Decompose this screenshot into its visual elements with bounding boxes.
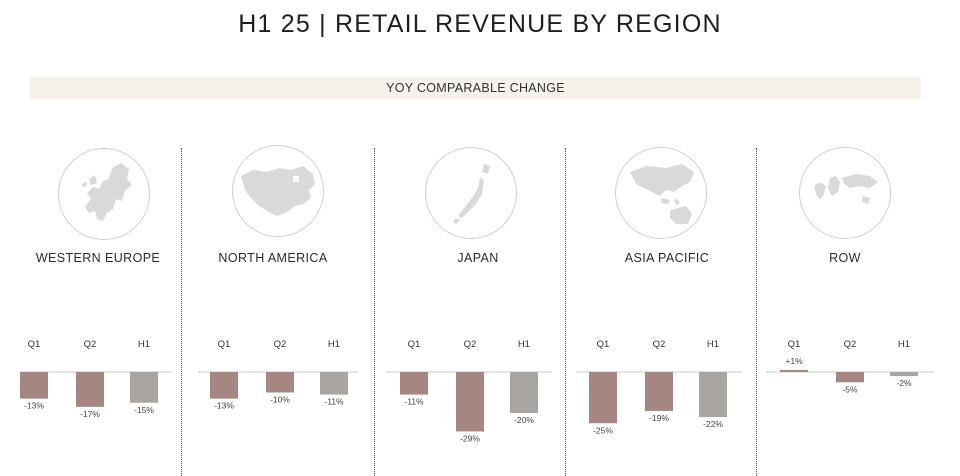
category-label: Q2 bbox=[844, 339, 857, 350]
bar bbox=[456, 372, 484, 432]
bar bbox=[890, 372, 918, 377]
category-label: H1 bbox=[518, 339, 530, 350]
category-label: Q1 bbox=[28, 339, 41, 350]
data-label: +1% bbox=[785, 356, 803, 366]
region-divider bbox=[181, 148, 182, 476]
region-label-western-europe: WESTERN EUROPE bbox=[35, 251, 161, 265]
bar bbox=[400, 372, 428, 395]
region-divider bbox=[756, 148, 757, 476]
data-label: -15% bbox=[134, 405, 154, 415]
category-label: Q2 bbox=[653, 339, 666, 350]
data-label: -19% bbox=[649, 413, 669, 423]
bar bbox=[210, 372, 238, 399]
bar bbox=[76, 372, 104, 407]
data-label: -13% bbox=[214, 401, 234, 411]
category-label: Q2 bbox=[274, 339, 287, 350]
data-label: -13% bbox=[24, 401, 44, 411]
category-label: H1 bbox=[138, 339, 150, 350]
data-label: -25% bbox=[593, 425, 613, 435]
category-label: Q1 bbox=[788, 339, 801, 350]
north-america-map-icon bbox=[232, 145, 324, 237]
bar bbox=[645, 372, 673, 411]
data-label: -17% bbox=[80, 409, 100, 419]
bar bbox=[266, 372, 294, 393]
data-label: -20% bbox=[514, 415, 534, 425]
data-label: -2% bbox=[896, 378, 912, 388]
asia-pacific-map-icon bbox=[615, 147, 707, 239]
japan-map-icon bbox=[425, 147, 517, 239]
bar bbox=[130, 372, 158, 403]
bar bbox=[320, 372, 348, 395]
region-label-japan: JAPAN bbox=[457, 251, 499, 265]
data-label: -11% bbox=[324, 397, 344, 407]
data-label: -29% bbox=[460, 433, 480, 443]
bar bbox=[836, 372, 864, 383]
category-label: Q2 bbox=[464, 339, 477, 350]
europe-map-icon bbox=[58, 148, 150, 240]
bar bbox=[510, 372, 538, 413]
category-label: Q2 bbox=[84, 339, 97, 350]
region-label-north-america: NORTH AMERICA bbox=[218, 251, 328, 265]
bar bbox=[20, 372, 48, 399]
data-label: -5% bbox=[842, 384, 858, 394]
data-label: -11% bbox=[404, 397, 424, 407]
data-label: -10% bbox=[270, 395, 290, 405]
region-label-row: ROW bbox=[829, 251, 861, 265]
world-map-icon bbox=[799, 147, 891, 239]
region-divider bbox=[374, 148, 375, 476]
page-title: H1 25 | RETAIL REVENUE BY REGION bbox=[238, 10, 722, 38]
category-label: Q1 bbox=[218, 339, 231, 350]
region-divider bbox=[565, 148, 566, 476]
region-label-asia-pacific: ASIA PACIFIC bbox=[624, 251, 710, 265]
category-label: H1 bbox=[898, 339, 910, 350]
data-label: -22% bbox=[703, 419, 723, 429]
bar bbox=[589, 372, 617, 424]
bar bbox=[699, 372, 727, 418]
yoy-banner: YOY COMPARABLE CHANGE bbox=[30, 77, 921, 99]
category-label: Q1 bbox=[597, 339, 610, 350]
category-label: H1 bbox=[328, 339, 340, 350]
category-label: H1 bbox=[707, 339, 719, 350]
category-label: Q1 bbox=[408, 339, 421, 350]
bar bbox=[780, 369, 808, 372]
